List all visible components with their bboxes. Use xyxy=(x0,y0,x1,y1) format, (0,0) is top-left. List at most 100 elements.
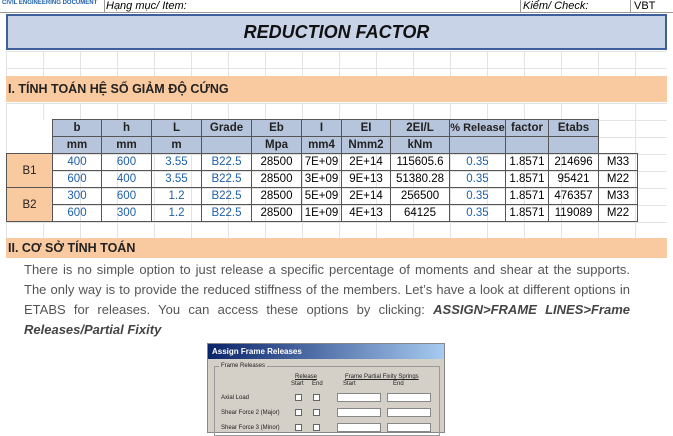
assign-frame-releases-dialog: Assign Frame Releases Frame Releases Rel… xyxy=(207,343,445,436)
table-cell: 1.2 xyxy=(151,204,202,222)
table-cell: 1.8571 xyxy=(505,187,549,205)
header-divider xyxy=(520,0,521,13)
column-unit: mm4 xyxy=(301,136,342,154)
row-group-label: B1 xyxy=(6,153,53,188)
table-cell: 476357 xyxy=(548,187,599,205)
logo-text: CIVIL ENGINEERING DOCUMENT xyxy=(2,0,98,6)
table-row: 600 300 1.2 B22.5 28500 1E+09 4E+13 6412… xyxy=(7,204,638,222)
column-unit: Mpa xyxy=(251,136,302,154)
table-cell: 2E+14 xyxy=(341,153,391,171)
column-header: L xyxy=(151,119,202,137)
title-bar: REDUCTION FACTOR xyxy=(6,14,667,50)
column-unit: mm xyxy=(52,136,102,154)
table-cell: 4E+13 xyxy=(341,204,391,222)
release-start-checkbox[interactable] xyxy=(295,409,302,416)
table-cell: 600 xyxy=(52,204,102,222)
table-cell: 1.8571 xyxy=(505,170,549,188)
column-header: b xyxy=(52,119,102,137)
fixity-end-field[interactable] xyxy=(387,408,431,417)
dialog-title: Assign Frame Releases xyxy=(208,344,444,359)
table-cell: 400 xyxy=(52,153,102,171)
document-header-strip: CIVIL ENGINEERING DOCUMENT Hạng mục/ Ite… xyxy=(0,0,673,13)
sheet-grid xyxy=(6,51,667,76)
fixity-end-field[interactable] xyxy=(387,393,431,402)
page-title: REDUCTION FACTOR xyxy=(243,22,430,42)
column-unit xyxy=(505,136,549,154)
column-unit xyxy=(449,136,506,154)
table-cell: 28500 xyxy=(251,170,302,188)
table-cell: B22.5 xyxy=(201,187,252,205)
table-cell: 28500 xyxy=(251,204,302,222)
table-cell: 7E+09 xyxy=(301,153,342,171)
table-cell: 0.35 xyxy=(449,153,506,171)
row-group-label: B2 xyxy=(6,187,53,222)
table-cell: 119089 xyxy=(548,204,599,222)
table-cell: 3.55 xyxy=(151,170,202,188)
table-cell: 600 xyxy=(101,187,152,205)
table-row: B1 400 600 3.55 B22.5 28500 7E+09 2E+14 … xyxy=(6,153,638,188)
start-label: Start xyxy=(343,381,356,387)
header-divider xyxy=(630,0,631,13)
section-heading-basis: II. CƠ SỞ TÍNH TOÁN xyxy=(6,238,667,258)
table-cell: 214696 xyxy=(548,153,599,171)
table-cell: 0.35 xyxy=(449,204,506,222)
column-header: Etabs xyxy=(548,119,599,137)
fixity-start-field[interactable] xyxy=(337,408,381,417)
table-cell: 28500 xyxy=(251,153,302,171)
table-row: B2 300 600 1.2 B22.5 28500 5E+09 2E+14 2… xyxy=(6,187,638,222)
table-cell: 51380.28 xyxy=(390,170,450,188)
table-cell: M33 xyxy=(598,153,638,171)
item-label: Hạng mục/ Item: xyxy=(106,0,187,12)
reduction-factor-table: b h L Grade Eb I EI 2EI/L % Release fact… xyxy=(6,119,638,222)
table-cell: 1.8571 xyxy=(505,204,549,222)
table-cell: M33 xyxy=(598,187,638,205)
column-header: EI xyxy=(341,119,391,137)
column-unit xyxy=(201,136,252,154)
column-header: % Release xyxy=(449,119,506,137)
table-cell: 2E+14 xyxy=(341,187,391,205)
table-cell: 1.2 xyxy=(151,187,202,205)
table-cell: 0.35 xyxy=(449,170,506,188)
table-cell: B22.5 xyxy=(201,153,252,171)
release-start-checkbox[interactable] xyxy=(295,394,302,401)
table-cell: B22.5 xyxy=(201,170,252,188)
fixity-start-field[interactable] xyxy=(337,423,381,432)
check-label: Kiểm/ Check: xyxy=(523,0,589,12)
explanation-paragraph: There is no simple option to just releas… xyxy=(24,260,630,340)
header-divider xyxy=(104,0,105,13)
table-cell: 28500 xyxy=(251,187,302,205)
release-end-checkbox[interactable] xyxy=(313,409,320,416)
section-heading-calculation: I. TÍNH TOÁN HỆ SỐ GIẢM ĐỘ CỨNG xyxy=(6,76,667,102)
release-row-label: Shear Force 2 (Major) xyxy=(221,410,280,416)
release-end-checkbox[interactable] xyxy=(313,394,320,401)
table-cell: 3E+09 xyxy=(301,170,342,188)
column-header: Grade xyxy=(201,119,252,137)
table-row: 600 400 3.55 B22.5 28500 3E+09 9E+13 513… xyxy=(7,170,638,188)
table-cell: 3.55 xyxy=(151,153,202,171)
end-label: End xyxy=(393,381,404,387)
table-cell: M22 xyxy=(598,170,638,188)
column-unit: Nmm2 xyxy=(341,136,391,154)
table-cell: 5E+09 xyxy=(301,187,342,205)
document-logo: CIVIL ENGINEERING DOCUMENT xyxy=(2,0,102,12)
table-cell: 400 xyxy=(101,170,152,188)
column-header: Eb xyxy=(251,119,302,137)
table-unit-row: mm mm m Mpa mm4 Nmm2 kNm xyxy=(6,136,638,154)
table-cell: M22 xyxy=(598,204,638,222)
table-cell: B22.5 xyxy=(201,204,252,222)
fixity-start-field[interactable] xyxy=(337,393,381,402)
menu-path-text: ASSIGN>FRAME LINES>Frame Releases/Partia… xyxy=(24,302,630,337)
frame-releases-group: Frame Releases Release Frame Partial Fix… xyxy=(214,363,440,436)
column-header: 2EI/L xyxy=(390,119,450,137)
release-row-label: Axial Load xyxy=(221,395,250,401)
table-cell: 0.35 xyxy=(449,187,506,205)
table-header-row: b h L Grade Eb I EI 2EI/L % Release fact… xyxy=(6,119,638,137)
column-unit: m xyxy=(151,136,202,154)
table-cell: 300 xyxy=(52,187,102,205)
table-cell: 600 xyxy=(52,170,102,188)
table-cell: 95421 xyxy=(548,170,599,188)
fixity-end-field[interactable] xyxy=(387,423,431,432)
check-value: VBT xyxy=(634,0,656,12)
table-cell: 64125 xyxy=(390,204,450,222)
group-label: Frame Releases xyxy=(219,363,268,370)
